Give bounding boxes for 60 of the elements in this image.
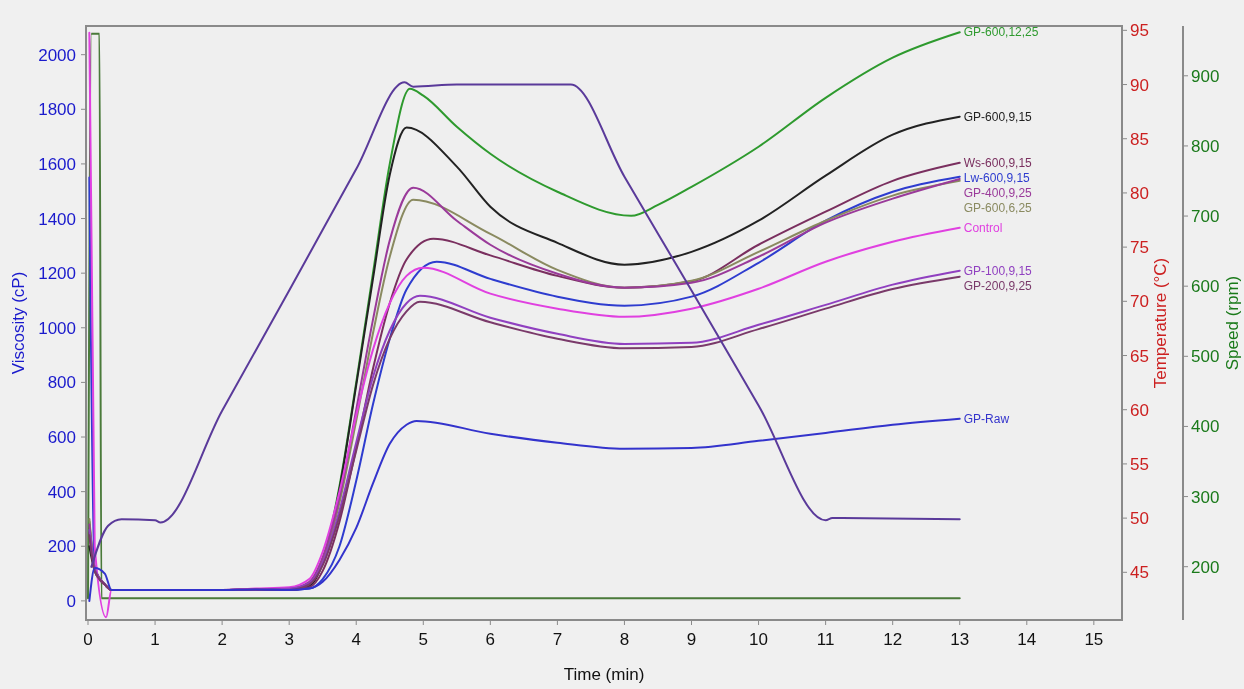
series-label: Lw-600,9,15: [963, 170, 1031, 185]
y3-axis-title: Speed (rpm): [1223, 275, 1242, 371]
y2-tick-label: 45: [1130, 563, 1149, 583]
y3-tick-label: 400: [1191, 417, 1220, 437]
y2-tick-label: 65: [1130, 346, 1149, 366]
y2-tick-label: 60: [1130, 400, 1149, 420]
y2-tick-label: 95: [1130, 21, 1149, 41]
x-tick-label: 13: [950, 630, 970, 649]
y-tick-label: 1600: [38, 154, 76, 174]
x-tick-label: 8: [619, 630, 630, 649]
y3-tick-label: 300: [1191, 487, 1220, 507]
series-label: Ws-600,9,15: [963, 155, 1033, 170]
y-tick-label: 1200: [38, 264, 76, 284]
y-tick-label: 800: [47, 373, 76, 393]
y2-tick-label: 80: [1130, 183, 1149, 203]
y-axis-title: Viscosity (cP): [9, 271, 28, 375]
y3-tick-label: 700: [1191, 207, 1220, 227]
y-tick-label: 0: [66, 591, 76, 611]
x-tick-label: 5: [418, 630, 429, 649]
x-tick-label: 3: [284, 630, 294, 649]
series-label: GP-Raw: [963, 411, 1010, 426]
x-tick-label: 2: [217, 630, 227, 649]
y2-tick-label: 50: [1130, 509, 1149, 529]
y-tick-label: 1800: [38, 100, 76, 120]
x-axis-title: Time (min): [563, 665, 645, 684]
x-tick-label: 0: [83, 630, 93, 649]
series-label: GP-100,9,15: [963, 263, 1033, 278]
series-label: GP-600,9,15: [963, 109, 1033, 124]
x-tick-label: 4: [351, 630, 361, 649]
x-tick-label: 11: [816, 630, 835, 649]
y-tick-label: 400: [47, 482, 76, 502]
y-tick-label: 1400: [38, 209, 76, 229]
y2-tick-label: 90: [1130, 75, 1149, 95]
x-tick-label: 9: [686, 630, 697, 649]
y3-tick-label: 500: [1191, 347, 1220, 367]
x-tick-label: 15: [1084, 630, 1104, 649]
y2-tick-label: 70: [1130, 292, 1149, 312]
series-label: GP-600,6,25: [963, 200, 1033, 215]
y-tick-label: 600: [47, 428, 76, 448]
y-tick-label: 2000: [38, 45, 76, 65]
y3-tick-label: 800: [1191, 136, 1220, 156]
x-tick-label: 10: [749, 630, 769, 649]
x-tick-label: 1: [150, 630, 160, 649]
x-tick-label: 12: [883, 630, 903, 649]
x-tick-label: 6: [485, 630, 496, 649]
series-label: GP-400,9,25: [963, 185, 1033, 200]
series-label: GP-200,9,25: [963, 278, 1033, 293]
y-tick-label: 200: [47, 537, 76, 557]
y-tick-label: 1000: [38, 318, 76, 338]
y2-axis-title: Temperature (°C): [1151, 257, 1170, 389]
y2-tick-label: 55: [1130, 454, 1149, 474]
x-tick-label: 7: [552, 630, 563, 649]
y3-tick-label: 200: [1191, 557, 1220, 577]
series-label: GP-600,12,25: [963, 25, 1039, 40]
y2-tick-label: 85: [1130, 129, 1149, 149]
series-label: Control: [963, 220, 1003, 235]
x-tick-label: 14: [1017, 630, 1037, 649]
y3-tick-label: 900: [1191, 66, 1220, 86]
y2-tick-label: 75: [1130, 238, 1149, 258]
y3-tick-label: 600: [1191, 277, 1220, 297]
